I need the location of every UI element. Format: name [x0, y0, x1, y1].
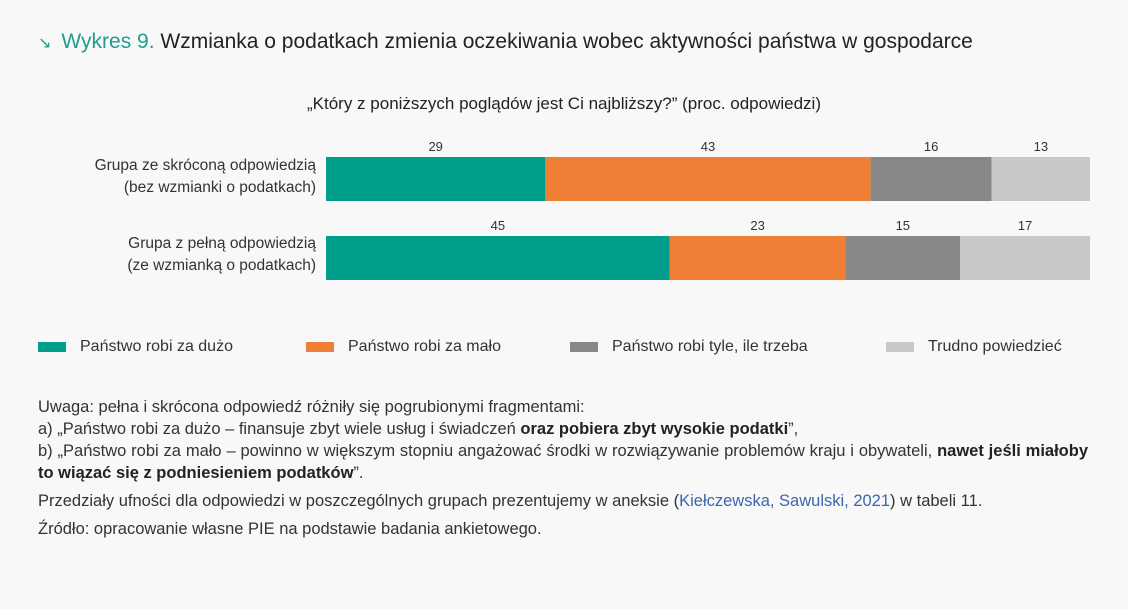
note-line-b: b) „Państwo robi za mało – powinno w wię…	[38, 442, 1088, 482]
note-line-1: Uwaga: pełna i skrócona odpowiedź różnił…	[38, 398, 585, 416]
data-label-2-2: 23	[750, 218, 764, 233]
arrow-down-right-icon: ↘	[38, 35, 52, 52]
legend-swatch	[570, 342, 598, 352]
category-label-1: Grupa ze skróconą odpowiedzią (bez wzmia…	[95, 155, 316, 199]
data-label-1-2: 43	[701, 139, 715, 154]
chart-subtitle: „Który z poniższych poglądów jest Ci naj…	[307, 94, 821, 113]
bar-segment-1-3	[870, 157, 992, 201]
data-label-1-4: 13	[1034, 139, 1048, 154]
legend-swatch	[38, 342, 66, 352]
chart-title: ↘ Wykres 9. Wzmianka o podatkach zmienia …	[38, 30, 973, 54]
category-label-1-line2: (bez wzmianki o podatkach)	[123, 179, 316, 196]
legend-item-3: Państwo robi tyle, ile trzeba	[570, 338, 808, 356]
legend-label: Trudno powiedzieć	[928, 338, 1062, 355]
bar-segment-2-3	[845, 236, 961, 280]
legend-item-1: Państwo robi za dużo	[38, 338, 233, 356]
legend-item-2: Państwo robi za mało	[306, 338, 501, 356]
category-label-2-line2: (ze wzmianką o podatkach)	[127, 257, 316, 274]
bar-segment-1-4	[991, 157, 1090, 201]
bar-segment-2-4	[960, 236, 1090, 280]
legend: Państwo robi za dużo Państwo robi za mało…	[0, 338, 1128, 362]
data-label-1-1: 29	[428, 139, 442, 154]
legend-label: Państwo robi za mało	[348, 338, 501, 355]
category-label-2-line1: Grupa z pełną odpowiedzią	[128, 235, 316, 252]
legend-label: Państwo robi tyle, ile trzeba	[612, 338, 808, 355]
notes: Uwaga: pełna i skrócona odpowiedź różnił…	[38, 396, 1088, 540]
category-label-1-line1: Grupa ze skróconą odpowiedzią	[94, 157, 316, 174]
data-label-2-3: 15	[896, 218, 910, 233]
legend-item-4: Trudno powiedzieć	[886, 338, 1062, 356]
bar-segment-2-2	[669, 236, 846, 280]
note-confidence-intervals: Przedziały ufności dla odpowiedzi w posz…	[38, 492, 983, 510]
data-label-2-4: 17	[1018, 218, 1032, 233]
bar-segment-1-2	[545, 157, 871, 201]
reference-link[interactable]: Kiełczewska, Sawulski, 2021	[679, 492, 891, 510]
note-line-a: a) „Państwo robi za dużo – finansuje zby…	[38, 420, 799, 438]
legend-swatch	[886, 342, 914, 352]
bar-segment-1-1	[326, 157, 546, 201]
source-note: Źródło: opracowanie własne PIE na podsta…	[38, 520, 542, 538]
legend-swatch	[306, 342, 334, 352]
legend-label: Państwo robi za dużo	[80, 338, 233, 355]
bar-chart: 29 43 16 13 45 23 15 17	[326, 139, 1090, 280]
bar-segment-2-1	[326, 236, 670, 280]
category-label-2: Grupa z pełną odpowiedzią (ze wzmianką o…	[127, 233, 316, 277]
title-prefix: Wykres 9.	[61, 30, 155, 53]
data-label-2-1: 45	[491, 218, 505, 233]
title-text: Wzmianka o podatkach zmienia oczekiwania…	[160, 30, 973, 53]
data-label-1-3: 16	[924, 139, 938, 154]
